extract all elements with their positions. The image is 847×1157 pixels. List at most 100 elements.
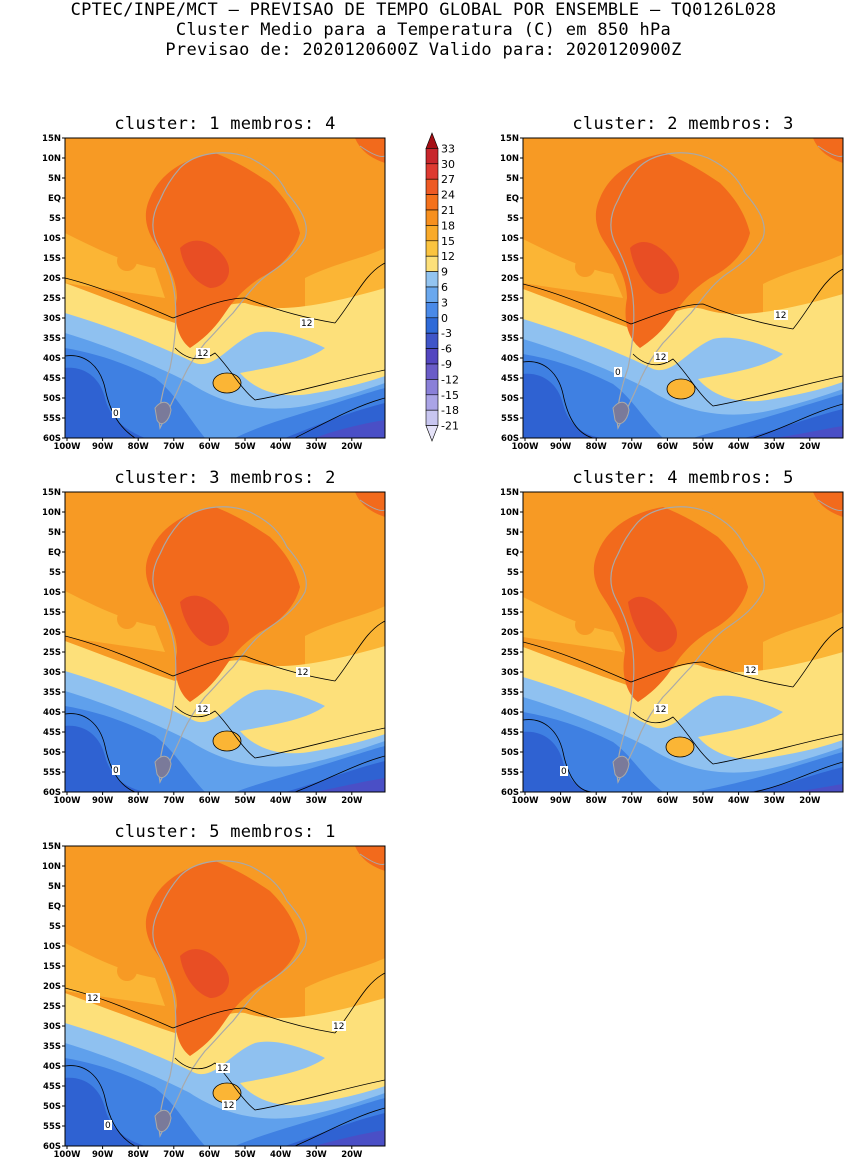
field-m3-0-west: [65, 725, 145, 792]
lon-tick-label: 100W: [53, 442, 81, 452]
patagonia-islands: [154, 401, 172, 425]
field-18-21-continent: [145, 153, 300, 348]
lon-tick-label: 50W: [234, 796, 256, 806]
header-line-2: Cluster Medio para a Temperatura (C) em …: [175, 20, 672, 40]
lat-tick-label: 30S: [501, 314, 519, 324]
lat-tick-label: 55S: [43, 1122, 61, 1132]
lat-tick-label: 35S: [43, 334, 61, 344]
lon-tick-label: 80W: [586, 796, 608, 806]
field-9-12: [523, 647, 843, 764]
lat-tick-label: 45S: [43, 728, 61, 738]
lon-tick-label: 90W: [550, 796, 572, 806]
lat-tick-label: EQ: [48, 902, 61, 912]
field-18-21-africa: [355, 138, 385, 163]
lat-tick-label: 15N: [42, 842, 61, 852]
contour-label-bg: [112, 408, 120, 418]
contour-0: [65, 355, 385, 438]
panel-title: cluster: 1 membros: 4: [114, 114, 336, 134]
patagonia-islands: [154, 755, 172, 779]
field-15-18-north: [235, 492, 385, 593]
contour-label: 0: [615, 368, 621, 378]
field-m6-m3-east: [773, 784, 843, 792]
lon-tick-label: 30W: [764, 442, 786, 452]
lon-tick-label: 60W: [199, 1150, 221, 1157]
lat-tick-label: 5N: [506, 174, 519, 184]
lat-tick-label: 15S: [43, 608, 61, 618]
lat-tick-label: 25S: [501, 648, 519, 658]
field-18-21-continent: [595, 153, 750, 348]
warm-blob-south: [212, 372, 242, 394]
lat-tick-label: 5N: [506, 528, 519, 538]
figure-header: CPTEC/INPE/MCT – PREVISAO DE TEMPO GLOBA…: [0, 0, 847, 60]
lat-tick-label: 40S: [43, 354, 61, 364]
colorbar-swatch: [425, 132, 439, 149]
field-18-21-continent: [593, 507, 748, 702]
lat-tick-label: 15S: [43, 254, 61, 264]
lat-tick-label: 10S: [43, 942, 61, 952]
lon-tick-label: 80W: [128, 1150, 150, 1157]
colorbar-swatch: [425, 225, 439, 242]
africa-coastline: [817, 145, 843, 157]
lon-tick-label: 40W: [728, 796, 750, 806]
contour-label-bg: [86, 993, 100, 1003]
lat-tick-label: 50S: [43, 748, 61, 758]
lat-tick-label: 10N: [42, 508, 61, 518]
lat-tick-label: 15N: [500, 134, 519, 144]
contour-0: [65, 713, 385, 792]
lon-tick-label: 80W: [128, 442, 150, 452]
lon-tick-label: 100W: [511, 796, 539, 806]
contour-label: 12: [297, 668, 308, 678]
field-12-15-west: [65, 233, 165, 298]
lat-tick-label: 60S: [43, 788, 61, 798]
lon-tick-label: 70W: [163, 1150, 185, 1157]
map-svg: 12 12 0 15N 10N 5N EQ 5S 10S 15S 20S 25S 30S 35S 40S 45…: [42, 134, 386, 452]
contour-0: [65, 1065, 385, 1146]
colorbar-label: -6: [441, 343, 452, 356]
lat-tick-label: 50S: [501, 748, 519, 758]
lat-tick-label: 10S: [501, 234, 519, 244]
colorbar-swatch: [425, 240, 439, 257]
map-svg: 12 12 0 15N 10N 5N EQ 5S 10S 15S 20S 25S 30S 35S 40S 45…: [42, 488, 386, 806]
lat-tick-label: 5N: [48, 528, 61, 538]
contour-label: 0: [113, 766, 119, 776]
field-m6-m3-east: [315, 1130, 385, 1146]
lat-tick-label: 30S: [43, 1022, 61, 1032]
warm-blob-south: [665, 736, 695, 758]
contour-label: 12: [217, 1064, 228, 1074]
field-12-15-west: [523, 239, 623, 298]
lat-tick-label: 5S: [49, 922, 61, 932]
field-m3-0-west: [523, 373, 603, 438]
warm-blob-south: [212, 730, 242, 752]
panel-title: cluster: 5 membros: 1: [114, 822, 336, 842]
contour-label: 0: [105, 1121, 111, 1131]
south-america-coastline: [610, 152, 765, 430]
africa-coastline: [359, 853, 385, 865]
lat-tick-label: 55S: [43, 768, 61, 778]
south-america-coastline: [610, 506, 765, 784]
lat-tick-label: 55S: [501, 768, 519, 778]
lon-tick-label: 40W: [728, 442, 750, 452]
patagonia-islands: [612, 401, 630, 425]
colorbar-swatch: [425, 348, 439, 365]
contour-label-bg: [774, 310, 788, 320]
lat-tick-label: 40S: [501, 354, 519, 364]
lat-tick-label: 60S: [43, 434, 61, 444]
colorbar-swatch: [425, 379, 439, 396]
contour-12: [65, 620, 385, 682]
map-frame: [64, 491, 386, 793]
lat-tick-label: 10N: [500, 154, 519, 164]
africa-coastline: [359, 499, 385, 511]
contour-label: 12: [745, 666, 756, 676]
lat-tick-label: 35S: [43, 688, 61, 698]
lat-tick-label: 45S: [43, 1082, 61, 1092]
field-ge21-core: [628, 596, 678, 652]
contour-12-south: [174, 347, 385, 401]
colorbar-label: 6: [441, 281, 448, 294]
contour-0: [523, 719, 843, 792]
lat-tick-label: 5N: [48, 882, 61, 892]
colorbar-label: -15: [441, 389, 459, 402]
contour-label-bg: [654, 704, 668, 714]
contour-label: 12: [655, 705, 666, 715]
lon-tick-label: 30W: [306, 1150, 328, 1157]
